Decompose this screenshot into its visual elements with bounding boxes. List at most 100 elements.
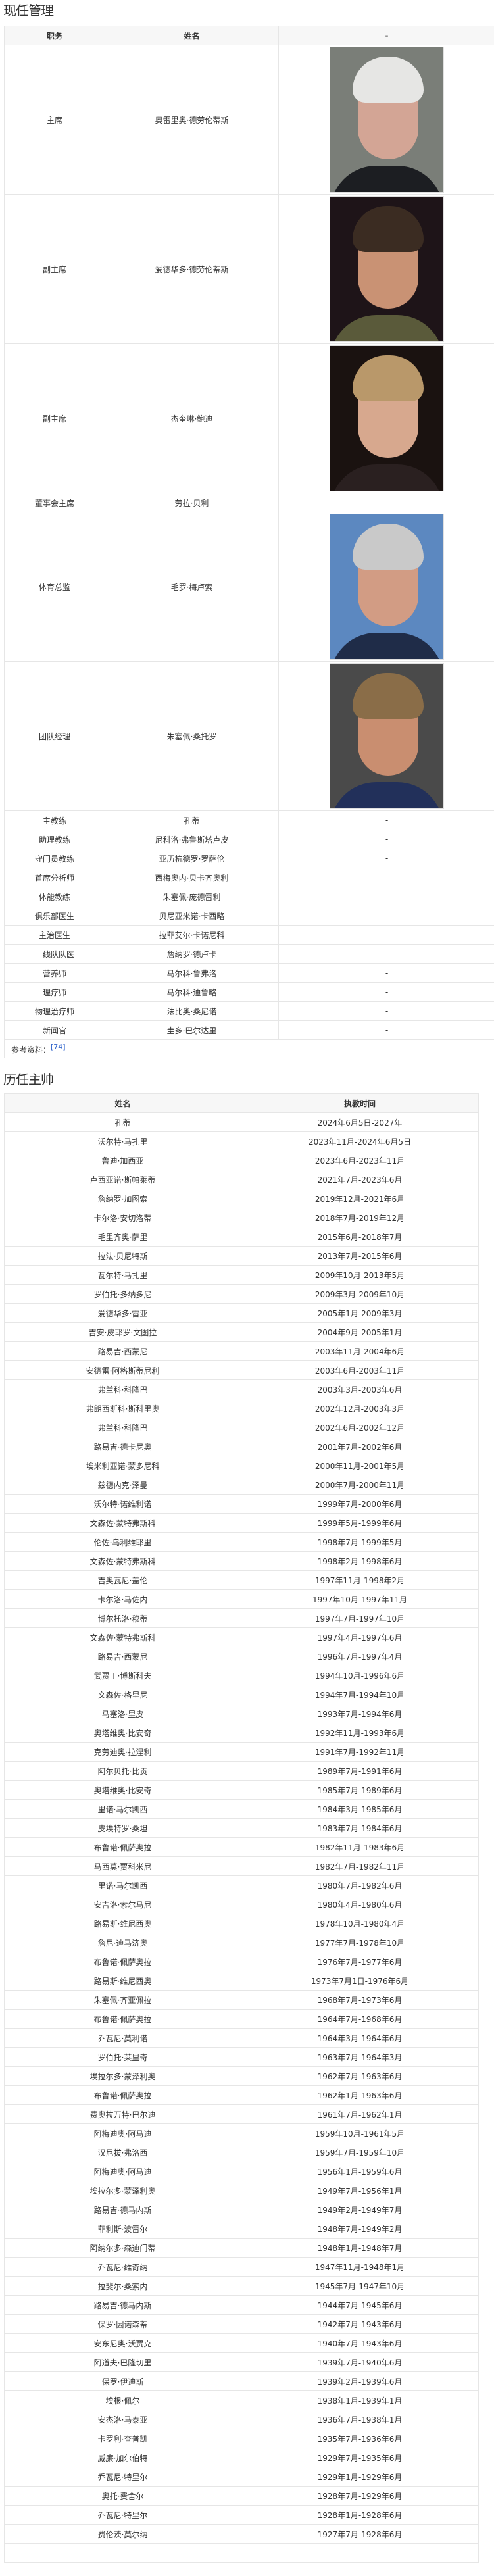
portrait-hair xyxy=(353,206,424,252)
photo-cell: - xyxy=(278,963,494,983)
management-row: 体能教练 朱塞佩·庞德雷利 - xyxy=(4,887,494,906)
coach-row: 瓦尔特·马扎里 2009年10月-2013年5月 xyxy=(4,1265,479,1285)
coach-period: 1994年7月-1994年10月 xyxy=(241,1685,479,1704)
coach-row: 吉奥瓦尼·盖伦 1997年11月-1998年2月 xyxy=(4,1570,479,1590)
role-cell: 物理治疗师 xyxy=(4,1001,105,1021)
portrait-shoulders xyxy=(330,782,443,808)
coach-row: 奥塔维奥·比安奇 1985年7月-1989年6月 xyxy=(4,1780,479,1800)
coach-row: 费伦茨·莫尔纳 1927年7月-1928年6月 xyxy=(4,2524,479,2544)
portrait-shoulders xyxy=(330,633,443,659)
coach-row: 安吉洛·索尔马尼 1980年4月-1980年6月 xyxy=(4,1895,479,1914)
role-cell: 新闻官 xyxy=(4,1020,105,1040)
management-row: 主席 奥雷里奥·德劳伦蒂斯 xyxy=(4,45,494,195)
coach-name: 罗伯托·多纳多尼 xyxy=(4,1284,241,1304)
column-header-name: 姓名 xyxy=(105,26,279,45)
coach-name: 路易吉·德卡尼奥 xyxy=(4,1437,241,1456)
photo-cell xyxy=(278,343,494,493)
role-cell: 副主席 xyxy=(4,194,105,344)
coach-row: 埃拉尔多·蒙泽利奥 1962年7月-1963年6月 xyxy=(4,2066,479,2086)
portrait-photo[interactable] xyxy=(330,47,444,193)
coach-row: 弗兰科·科隆巴 2002年6月-2002年12月 xyxy=(4,1418,479,1437)
role-cell: 副主席 xyxy=(4,343,105,493)
coach-name: 沃尔特·马扎里 xyxy=(4,1131,241,1151)
photo-cell: - xyxy=(278,493,494,512)
coach-name: 乔瓦尼·特里尔 xyxy=(4,2467,241,2487)
coach-period: 1944年7月-1945年6月 xyxy=(241,2295,479,2315)
photo-cell xyxy=(278,661,494,811)
coach-row: 詹纳罗·加图索 2019年12月-2021年6月 xyxy=(4,1189,479,1208)
coach-period: 1940年7月-1943年6月 xyxy=(241,2333,479,2353)
coach-period: 1962年7月-1963年6月 xyxy=(241,2066,479,2086)
portrait-shoulders xyxy=(330,166,443,192)
coach-period: 1927年7月-1928年6月 xyxy=(241,2524,479,2544)
coach-name: 布鲁诺·佩萨奥拉 xyxy=(4,1837,241,1857)
reference-cell: 参考资料：[74] xyxy=(4,1039,494,1058)
coach-name: 奥塔维奥·比安奇 xyxy=(4,1723,241,1743)
portrait-photo[interactable] xyxy=(330,345,444,491)
management-table: 职务 姓名 - 主席 奥雷里奥·德劳伦蒂斯 副主席 爱德华多·德劳伦蒂斯 副主席 杰奎琳·… xyxy=(4,26,494,1058)
coach-period: 1989年7月-1991年6月 xyxy=(241,1761,479,1781)
coach-name: 埃根·佩尔 xyxy=(4,2390,241,2410)
coach-row: 布鲁诺·佩萨奥拉 1964年7月-1968年6月 xyxy=(4,2009,479,2029)
portrait-shoulders xyxy=(330,464,443,491)
coach-period: 1961年7月-1962年1月 xyxy=(241,2104,479,2124)
coach-period: 1973年7月1日-1976年6月 xyxy=(241,1971,479,1991)
management-row: 体育总监 毛罗·梅卢索 xyxy=(4,512,494,662)
coach-row: 文森佐·蒙特弗斯科 1999年5月-1999年6月 xyxy=(4,1513,479,1533)
coach-name: 吉奥瓦尼·盖伦 xyxy=(4,1570,241,1590)
role-cell: 主教练 xyxy=(4,810,105,830)
coach-period: 1938年1月-1939年1月 xyxy=(241,2390,479,2410)
role-cell: 理疗师 xyxy=(4,982,105,1002)
coach-name: 爱德华多·雷亚 xyxy=(4,1303,241,1323)
coach-row: 奥托·费舍尔 1928年7月-1929年6月 xyxy=(4,2486,479,2506)
coach-row: 弗兰科·科隆巴 2003年3月-2003年6月 xyxy=(4,1379,479,1399)
management-row: 团队经理 朱塞佩·桑托罗 xyxy=(4,661,494,811)
coach-row: 阿梅迪奥·阿马迪 1959年10月-1961年5月 xyxy=(4,2123,479,2143)
coach-row: 马塞洛·里皮 1993年7月-1994年6月 xyxy=(4,1704,479,1723)
coach-name: 兹德内克·泽曼 xyxy=(4,1475,241,1495)
coach-name: 瓦尔特·马扎里 xyxy=(4,1265,241,1285)
coach-period: 2009年3月-2009年10月 xyxy=(241,1284,479,1304)
coach-row: 阿尔贝托·比贡 1989年7月-1991年6月 xyxy=(4,1761,479,1781)
coach-row: 布鲁诺·佩萨奥拉 1982年11月-1983年6月 xyxy=(4,1837,479,1857)
portrait-photo[interactable] xyxy=(330,514,444,660)
portrait-photo[interactable] xyxy=(330,196,444,342)
management-row: 副主席 爱德华多·德劳伦蒂斯 xyxy=(4,194,494,344)
photo-cell: - xyxy=(278,810,494,830)
coach-row: 文森佐·蒙特弗斯科 1997年4月-1997年6月 xyxy=(4,1627,479,1647)
coach-row: 里诺·马尔凯西 1980年7月-1982年6月 xyxy=(4,1875,479,1895)
coach-name: 费奥拉万特·巴尔迪 xyxy=(4,2104,241,2124)
column-header-photo: - xyxy=(278,26,494,45)
role-cell: 一线队队医 xyxy=(4,944,105,964)
column-header-period: 执教时间 xyxy=(241,1093,479,1113)
coach-row: 埃根·佩尔 1938年1月-1939年1月 xyxy=(4,2390,479,2410)
name-cell: 朱塞佩·桑托罗 xyxy=(105,661,279,811)
coaches-table: 姓名 执教时间 孔蒂 2024年6月5日-2027年 沃尔特·马扎里 2023年11月… xyxy=(4,1093,479,2563)
management-row: 董事会主席 劳拉·贝利 - xyxy=(4,493,494,512)
column-header-name: 姓名 xyxy=(4,1093,241,1113)
coach-row: 伦佐·乌利维耶里 1998年7月-1999年5月 xyxy=(4,1532,479,1552)
photo-cell: - xyxy=(278,887,494,906)
coach-name: 阿道夫·巴隆切里 xyxy=(4,2352,241,2372)
coaches-footer-cell xyxy=(4,2543,479,2563)
coach-row: 乔瓦尼·特里尔 1929年1月-1929年6月 xyxy=(4,2467,479,2487)
photo-cell: - xyxy=(278,849,494,868)
photo-cell: - xyxy=(278,830,494,849)
coach-name: 布鲁诺·佩萨奥拉 xyxy=(4,1952,241,1971)
coach-period: 1991年7月-1992年11月 xyxy=(241,1742,479,1762)
role-cell: 董事会主席 xyxy=(4,493,105,512)
coach-period: 1997年10月-1997年11月 xyxy=(241,1589,479,1609)
coach-name: 路易吉·德马内斯 xyxy=(4,2200,241,2219)
coach-name: 布鲁诺·佩萨奥拉 xyxy=(4,2009,241,2029)
coach-period: 2005年1月-2009年3月 xyxy=(241,1303,479,1323)
coach-period: 1992年11月-1993年6月 xyxy=(241,1723,479,1743)
portrait-photo[interactable] xyxy=(330,663,444,809)
coach-row: 阿纳尔多·森迪门蒂 1948年1月-1948年7月 xyxy=(4,2238,479,2258)
reference-link[interactable]: [74] xyxy=(51,1043,66,1051)
management-header-row: 职务 姓名 - xyxy=(4,26,494,45)
coach-period: 1996年7月-1997年4月 xyxy=(241,1647,479,1666)
coach-name: 路易吉·西蒙尼 xyxy=(4,1647,241,1666)
name-cell: 马尔科·迪鲁略 xyxy=(105,982,279,1002)
portrait-hair xyxy=(353,673,424,719)
coach-period: 1999年7月-2000年6月 xyxy=(241,1494,479,1514)
